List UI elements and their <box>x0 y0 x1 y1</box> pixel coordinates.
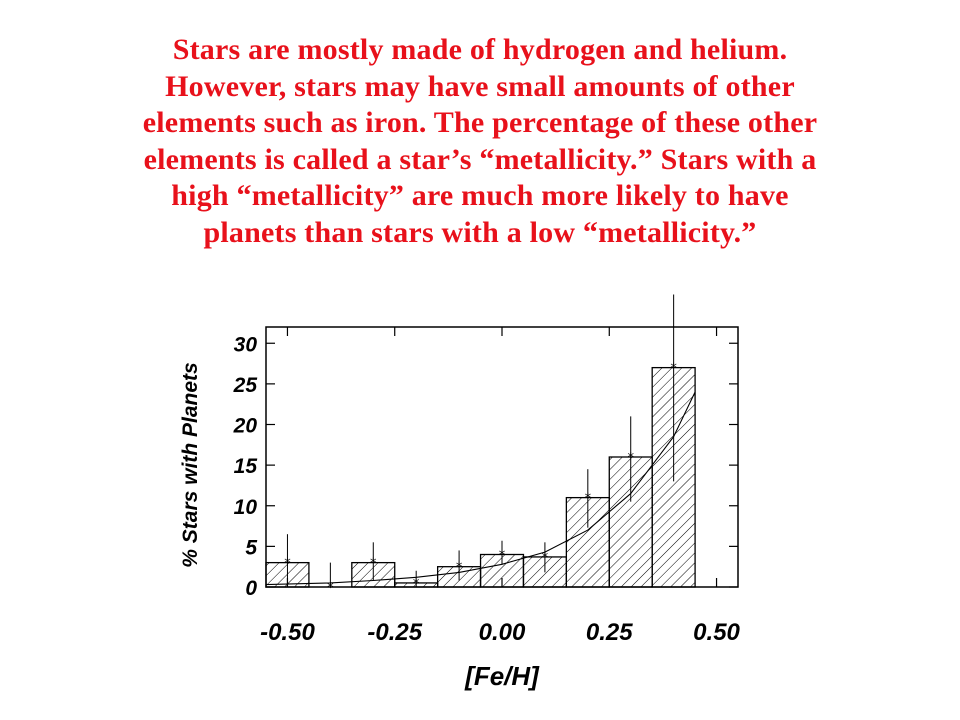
caption-text: Stars are mostly made of hydrogen and he… <box>40 32 920 251</box>
data-point-marker: * <box>413 577 420 592</box>
axis-ticks <box>266 327 738 588</box>
data-point-marker: * <box>370 557 377 572</box>
y-axis-title: % Stars with Planets <box>179 362 202 567</box>
x-tick-label: -0.25 <box>367 619 422 646</box>
caption-line: Stars are mostly made of hydrogen and he… <box>172 33 788 66</box>
fit-curve-group <box>265 391 696 586</box>
y-tick-label: 30 <box>234 333 258 356</box>
fit-curve <box>265 391 696 586</box>
y-tick-label: 15 <box>234 455 258 478</box>
y-tick-label: 0 <box>245 577 257 600</box>
data-point-marker: * <box>327 581 334 596</box>
x-tick-label: 0.25 <box>586 619 633 646</box>
data-point-marker: * <box>585 492 592 507</box>
x-tick-labels: -0.50 -0.25 0.00 0.25 0.50 <box>260 619 740 646</box>
y-tick-label: 25 <box>233 374 258 397</box>
y-tick-labels: 0 5 10 15 20 25 30 <box>233 333 258 600</box>
histogram-bars <box>265 366 696 588</box>
y-tick-label: 10 <box>234 496 258 519</box>
caption-line: planets than stars with a low “metallici… <box>203 215 757 249</box>
data-point-marker: * <box>499 549 506 564</box>
y-tick-label: 5 <box>245 536 257 559</box>
error-bars: * * * * * * * * * * <box>284 294 677 596</box>
x-axis-title: [Fe/H] <box>464 661 540 691</box>
data-point-marker: * <box>627 451 634 466</box>
data-point-marker: * <box>542 551 549 566</box>
caption-line: However, stars may have small amounts of… <box>165 69 795 103</box>
data-point-marker: * <box>284 557 291 572</box>
data-point-marker: * <box>456 561 463 576</box>
y-tick-label: 20 <box>233 415 258 438</box>
caption-line: high “metallicity” are much more likely … <box>171 179 789 212</box>
x-tick-label: 0.50 <box>693 619 740 646</box>
x-tick-label: 0.00 <box>479 619 526 646</box>
data-point-marker: * <box>670 362 677 377</box>
caption-line: elements is called a star’s “metallicity… <box>143 142 817 176</box>
caption-line: elements such as iron. The percentage of… <box>142 106 818 139</box>
x-tick-label: -0.50 <box>260 619 315 646</box>
